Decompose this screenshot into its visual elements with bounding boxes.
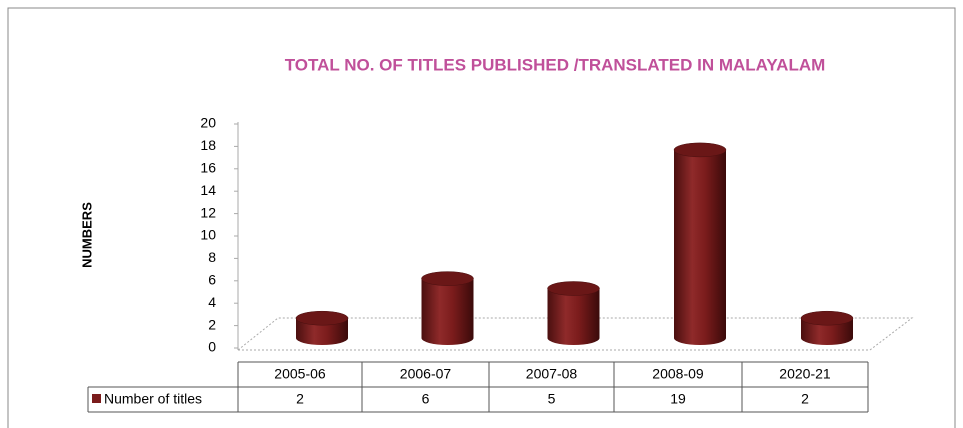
y-tick-label: 4 <box>208 294 216 310</box>
bar-body <box>421 278 474 338</box>
table-value: 5 <box>548 391 556 407</box>
table-value: 6 <box>422 391 430 407</box>
y-axis-title: NUMBERS <box>79 202 94 268</box>
x-tick-label: 2006-07 <box>400 366 452 382</box>
bar-bottom <box>801 331 853 345</box>
y-tick-label: 16 <box>200 160 216 176</box>
table-value: 2 <box>296 391 304 407</box>
bar-body <box>547 288 600 338</box>
y-tick-label: 20 <box>200 115 216 131</box>
y-tick-label: 10 <box>200 227 216 243</box>
y-tick-label: 2 <box>208 316 216 332</box>
y-tick-label: 0 <box>208 339 216 355</box>
bar-top <box>800 310 854 326</box>
bar <box>547 281 600 345</box>
legend-swatch <box>92 394 101 403</box>
bar-top <box>547 281 600 296</box>
bar-bottom <box>674 331 726 345</box>
bar <box>421 271 474 345</box>
bar-top <box>673 142 727 158</box>
bar <box>800 310 854 345</box>
y-tick-label: 12 <box>200 204 216 220</box>
table-value: 2 <box>801 391 809 407</box>
y-tick-label: 8 <box>208 249 216 265</box>
bar-bottom <box>296 331 348 345</box>
bar <box>673 142 727 345</box>
x-tick-label: 2020-21 <box>779 366 831 382</box>
y-tick-label: 18 <box>200 137 216 153</box>
bar-top <box>421 271 474 286</box>
bar-bottom <box>547 331 600 345</box>
data-table: Number of titles 2005-06 2 2006-07 6 2007-08 5… <box>87 361 869 413</box>
floor <box>236 317 914 351</box>
y-tick-label: 6 <box>208 272 216 288</box>
x-tick-label: 2007-08 <box>526 366 578 382</box>
y-tick-label: 14 <box>200 182 216 198</box>
x-tick-label: 2008-09 <box>652 366 704 382</box>
table-value: 19 <box>670 391 686 407</box>
legend-label: Number of titles <box>104 391 202 407</box>
bar-body <box>674 149 726 338</box>
chart-title: TOTAL NO. OF TITLES PUBLISHED /TRANSLATE… <box>285 55 826 74</box>
x-tick-label: 2005-06 <box>274 366 326 382</box>
frame <box>7 7 956 428</box>
bar-top <box>295 310 349 326</box>
bar-bottom <box>421 331 474 345</box>
bar <box>295 310 349 345</box>
